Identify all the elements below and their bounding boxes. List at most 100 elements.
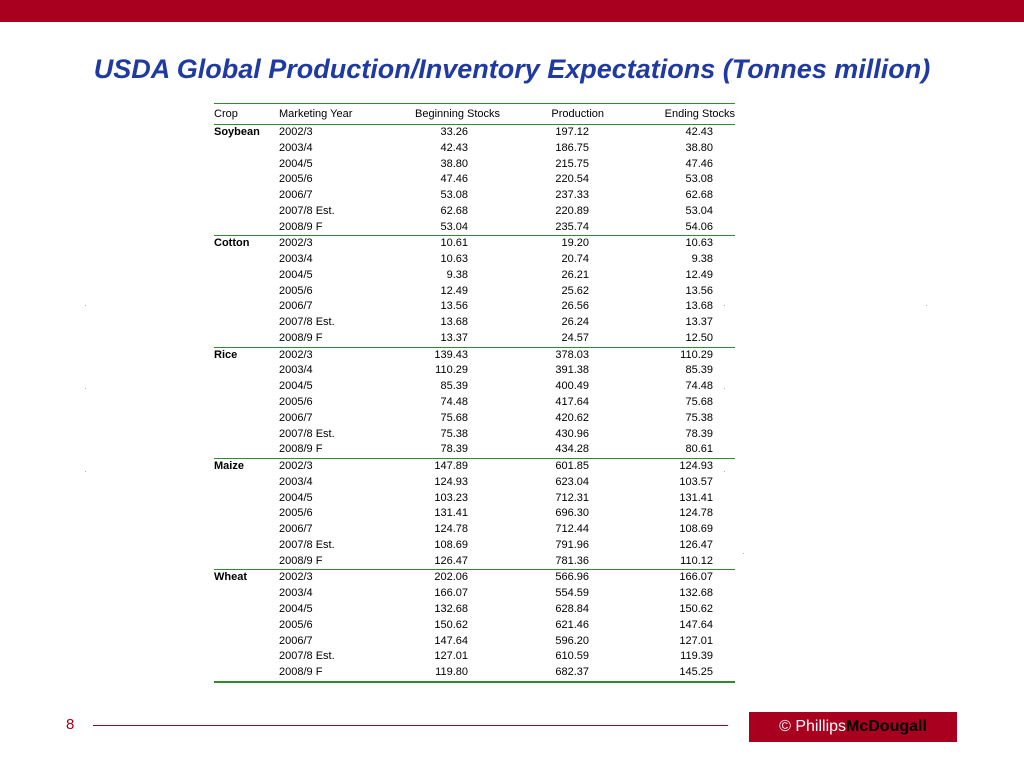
cell-ending-stocks: 75.38 (685, 411, 713, 424)
cell-beginning-stocks: 13.56 (440, 300, 468, 313)
table-row: 2004/5 103.23 712.31 131.41 (214, 491, 735, 507)
cell-marketing-year: 2002/3 (279, 571, 313, 584)
cell-crop: Wheat (214, 571, 247, 584)
cell-ending-stocks: 74.48 (685, 380, 713, 393)
top-banner (0, 0, 1024, 22)
cell-ending-stocks: 80.61 (620, 442, 735, 460)
cell-beginning-stocks: 75.68 (440, 411, 468, 424)
table-row: 2004/5 38.80 215.75 47.46 (214, 157, 735, 173)
cell-ending-stocks: 9.38 (691, 253, 713, 266)
cell-crop (214, 506, 279, 522)
cell-ending-stocks: 108.69 (679, 523, 713, 536)
cell-beginning-stocks: 150.62 (434, 618, 468, 631)
cell-production: 19.20 (561, 237, 589, 250)
cell-ending-stocks: 54.06 (620, 219, 735, 237)
decorative-dot (85, 471, 86, 472)
table-row: 2008/9 F 119.80 682.37 145.25 (214, 665, 735, 683)
table-row: Wheat 2002/3 202.06 566.96 166.07 (214, 570, 735, 586)
cell-production: 791.96 (555, 538, 589, 551)
cell-ending-stocks: 127.01 (679, 634, 713, 647)
cell-marketing-year: 2005/6 (279, 507, 313, 520)
table-row: 2008/9 F 126.47 781.36 110.12 (214, 553, 735, 571)
cell-production: 197.12 (555, 126, 589, 138)
cell-production: 601.85 (555, 460, 589, 473)
cell-marketing-year: 2004/5 (279, 268, 313, 281)
cell-marketing-year: 2006/7 (279, 189, 313, 202)
cell-production: 696.30 (555, 507, 589, 520)
cell-ending-stocks: 13.37 (685, 316, 713, 329)
table-row: 2003/4 42.43 186.75 38.80 (214, 141, 735, 157)
cell-ending-stocks: 53.04 (685, 204, 713, 217)
cell-crop (214, 491, 279, 507)
header-ending-stocks: Ending Stocks (620, 103, 735, 125)
cell-production: 712.31 (555, 491, 589, 504)
cell-production: 220.89 (555, 204, 589, 217)
cell-beginning-stocks: 10.63 (440, 253, 468, 266)
footer-divider (93, 725, 728, 726)
cell-ending-stocks: 131.41 (679, 491, 713, 504)
cell-beginning-stocks: 147.89 (434, 460, 468, 473)
cell-production: 596.20 (555, 634, 589, 647)
page-number: 8 (66, 716, 75, 733)
cell-marketing-year: 2003/4 (279, 253, 313, 266)
cell-beginning-stocks: 110.29 (435, 364, 468, 377)
cell-marketing-year: 2006/7 (279, 523, 313, 536)
cell-marketing-year: 2008/9 F (279, 553, 381, 571)
cell-beginning-stocks: 147.64 (434, 634, 468, 647)
cell-production: 26.24 (561, 316, 589, 329)
table-header-row: Crop Marketing Year Beginning Stocks Pro… (214, 103, 735, 125)
table-row: 2005/6 12.49 25.62 13.56 (214, 284, 735, 300)
cell-crop (214, 649, 279, 665)
cell-crop (214, 553, 279, 571)
cell-crop (214, 157, 279, 173)
cell-beginning-stocks: 13.37 (381, 330, 502, 348)
table-row: 2006/7 53.08 237.33 62.68 (214, 188, 735, 204)
stocks-table: Crop Marketing Year Beginning Stocks Pro… (214, 103, 735, 683)
cell-ending-stocks: 124.93 (679, 460, 713, 473)
cell-beginning-stocks: 139.43 (434, 348, 468, 361)
cell-marketing-year: 2002/3 (279, 237, 313, 250)
cell-beginning-stocks: 131.41 (434, 507, 468, 520)
cell-ending-stocks: 12.50 (620, 330, 735, 348)
cell-production: 391.38 (555, 364, 589, 377)
cell-crop (214, 379, 279, 395)
cell-crop (214, 442, 279, 460)
cell-marketing-year: 2002/3 (279, 126, 313, 138)
table-row: 2008/9 F 13.37 24.57 12.50 (214, 330, 735, 348)
cell-marketing-year: 2007/8 Est. (279, 427, 335, 440)
cell-ending-stocks: 124.78 (679, 507, 713, 520)
cell-ending-stocks: 10.63 (685, 237, 713, 250)
table-row: Rice 2002/3 139.43 378.03 110.29 (214, 347, 735, 363)
cell-ending-stocks: 47.46 (685, 157, 713, 170)
cell-crop (214, 299, 279, 315)
cell-production: 712.44 (555, 523, 589, 536)
cell-production: 628.84 (555, 602, 589, 615)
cell-ending-stocks: 119.39 (680, 650, 713, 663)
cell-ending-stocks: 13.56 (685, 284, 713, 297)
cell-marketing-year: 2007/8 Est. (279, 650, 335, 663)
logo-prefix: © Phillips (779, 718, 847, 735)
cell-ending-stocks: 110.12 (620, 553, 735, 571)
cell-production: 400.49 (555, 380, 589, 393)
cell-ending-stocks: 145.25 (620, 665, 735, 683)
header-marketing-year: Marketing Year (279, 103, 381, 125)
cell-marketing-year: 2004/5 (279, 602, 313, 615)
cell-marketing-year: 2008/9 F (279, 665, 381, 683)
cell-production: 220.54 (555, 173, 589, 186)
cell-production: 215.75 (555, 157, 589, 170)
cell-marketing-year: 2003/4 (279, 364, 313, 377)
cell-ending-stocks: 62.68 (685, 189, 713, 202)
cell-production: 420.62 (555, 411, 589, 424)
cell-marketing-year: 2002/3 (279, 348, 313, 361)
cell-production: 26.56 (561, 300, 589, 313)
table-row: 2004/5 132.68 628.84 150.62 (214, 602, 735, 618)
cell-beginning-stocks: 74.48 (440, 396, 468, 409)
cell-beginning-stocks: 53.08 (440, 189, 468, 202)
cell-beginning-stocks: 132.68 (434, 602, 468, 615)
cell-crop (214, 172, 279, 188)
cell-production: 20.74 (561, 253, 589, 266)
cell-crop (214, 141, 279, 157)
cell-production: 781.36 (502, 553, 620, 571)
cell-beginning-stocks: 124.93 (434, 475, 468, 488)
table-row: 2007/8 Est. 108.69 791.96 126.47 (214, 538, 735, 554)
